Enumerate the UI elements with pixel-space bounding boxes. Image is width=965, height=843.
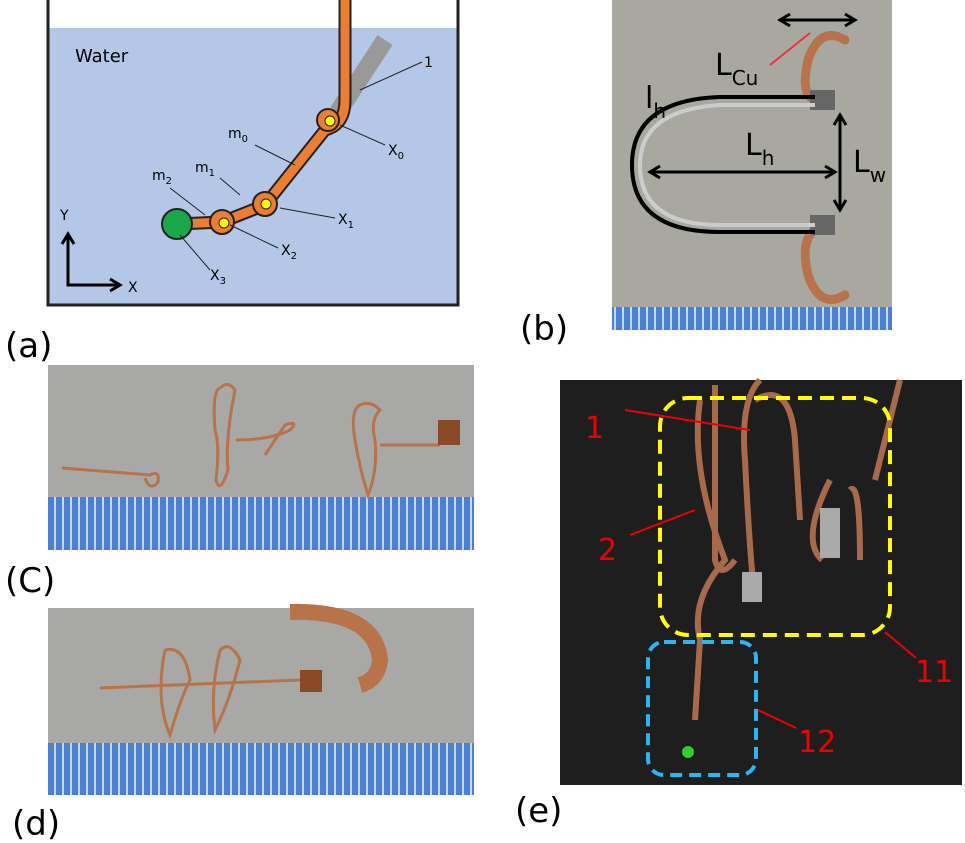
- end-mass: [162, 209, 192, 239]
- panel-a: Water 1 m0 m1 m2 X0 X1 X2 X3 Y X (a): [5, 0, 458, 366]
- panel-label: (d): [12, 804, 60, 843]
- sub: 2: [291, 251, 297, 262]
- joint-center: [261, 199, 271, 209]
- panel-d: (d): [12, 608, 474, 843]
- callout: 2: [598, 533, 617, 568]
- callout: 11: [915, 655, 953, 690]
- base: X: [281, 243, 291, 259]
- ruler: [612, 307, 892, 330]
- panel-c: (C): [5, 365, 474, 601]
- base: L: [745, 128, 762, 163]
- ruler: [48, 497, 474, 550]
- base: X: [338, 212, 348, 228]
- bead: [682, 746, 694, 758]
- panel-e: 1 2 11 12 (e): [515, 380, 962, 831]
- ruler: [48, 743, 474, 795]
- panel-label: (e): [515, 791, 562, 831]
- base: m: [228, 126, 242, 142]
- sub: 0: [242, 134, 248, 145]
- photo: [612, 0, 892, 330]
- sub: 3: [220, 276, 226, 287]
- figure: Water 1 m0 m1 m2 X0 X1 X2 X3 Y X (a) LCu…: [0, 0, 965, 843]
- base: m: [152, 168, 166, 184]
- sub: w: [870, 163, 886, 187]
- base: L: [853, 145, 870, 180]
- panel-b: LCu lh Lh Lw (b): [520, 0, 892, 349]
- callout: 12: [798, 725, 836, 760]
- coil: [820, 508, 840, 558]
- sub: h: [653, 99, 666, 123]
- sub: 1: [348, 220, 354, 231]
- water-label: Water: [75, 46, 129, 67]
- rod-label: 1: [424, 55, 433, 71]
- panel-label: (a): [5, 326, 52, 366]
- sub: 0: [398, 151, 404, 162]
- panel-label: (b): [520, 309, 568, 349]
- y-axis-label: Y: [59, 208, 69, 224]
- callout: 1: [585, 411, 604, 446]
- base: L: [715, 48, 732, 83]
- coil: [438, 420, 460, 445]
- panel-label: (C): [5, 561, 55, 601]
- sub: 2: [166, 176, 172, 187]
- coil: [300, 670, 322, 692]
- base: X: [388, 143, 398, 159]
- sub: h: [762, 146, 775, 170]
- water: [48, 28, 458, 305]
- sub: Cu: [732, 66, 759, 90]
- coil: [742, 572, 762, 602]
- x-axis-label: X: [128, 280, 138, 296]
- base: X: [210, 268, 220, 284]
- joint-center: [219, 218, 229, 228]
- sub: 1: [209, 168, 215, 179]
- base: l: [645, 81, 653, 116]
- base: m: [195, 160, 209, 176]
- joint-center: [325, 116, 335, 126]
